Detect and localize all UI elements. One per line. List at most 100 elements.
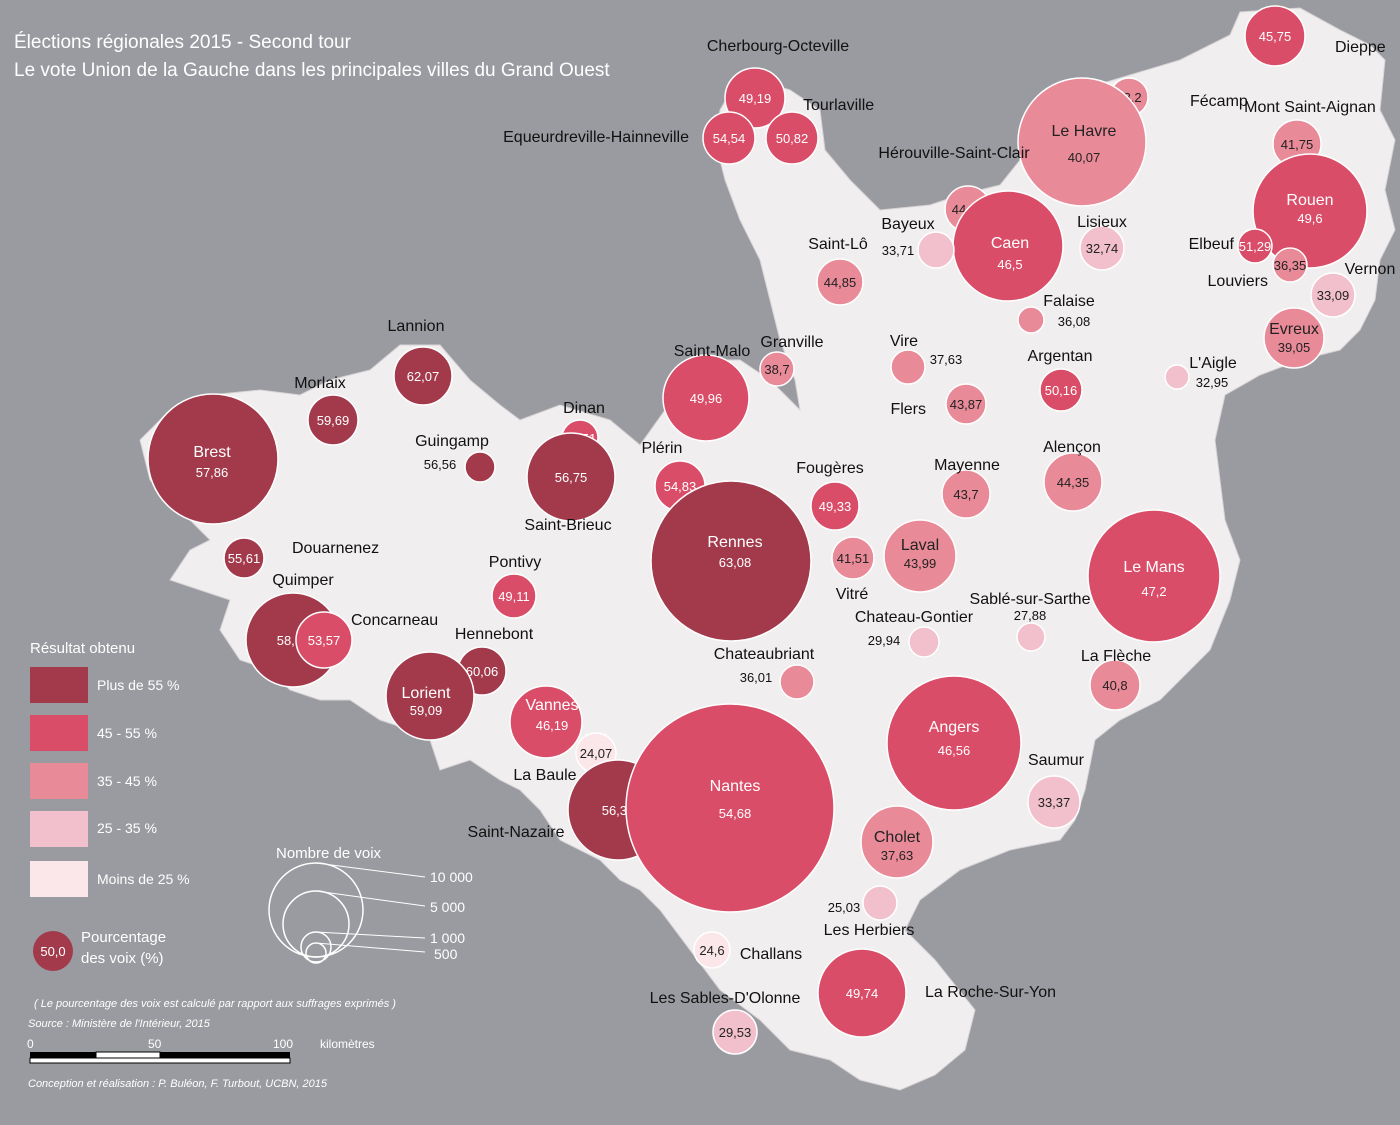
city-name: Flers	[890, 401, 926, 418]
city-marker: 38,7 Granville	[759, 334, 824, 387]
city-marker: Rouen 49,6	[1252, 153, 1368, 269]
city-name: Chateaubriant	[714, 646, 815, 663]
city-marker: 36,35 Louviers	[1208, 247, 1308, 290]
city-name: Falaise	[1043, 293, 1095, 310]
city-name: Le Havre	[1052, 123, 1117, 140]
city-name: Lannion	[388, 318, 445, 335]
city-name: Rennes	[707, 534, 762, 551]
city-circle	[1237, 228, 1273, 264]
city-value: 39,05	[1278, 340, 1311, 355]
city-value: 32,74	[1086, 241, 1119, 256]
note-text: ( Le pourcentage des voix est calculé pa…	[34, 998, 396, 1010]
city-marker: Laval 43,99	[883, 519, 957, 593]
city-value: 55,61	[228, 551, 261, 566]
city-circle	[862, 885, 898, 921]
city-name: Sablé-sur-Sarthe	[970, 591, 1091, 608]
city-value: 53,57	[308, 633, 341, 648]
city-value: 37,63	[881, 848, 914, 863]
city-circle	[526, 432, 616, 522]
city-circle	[702, 111, 756, 165]
city-circle	[890, 349, 926, 385]
city-circle	[712, 1009, 758, 1055]
city-name: Guingamp	[415, 433, 489, 450]
city-circle	[1263, 307, 1325, 369]
city-name: La Roche-Sur-Yon	[925, 984, 1056, 1001]
city-circle	[817, 948, 907, 1038]
city-name: La Flèche	[1081, 648, 1151, 665]
city-circle	[1272, 247, 1308, 283]
city-circle	[945, 383, 987, 425]
city-name: Les Herbiers	[824, 922, 915, 939]
city-marker: Evreux 39,05	[1263, 307, 1325, 369]
city-value: 29,94	[868, 633, 901, 648]
size-leader-500	[315, 942, 426, 953]
city-marker: 36,01 Chateaubriant	[714, 646, 815, 700]
legend-label-35-45: 35 - 45 %	[97, 773, 157, 789]
city-value: 62,07	[407, 369, 440, 384]
size-label-5000: 5 000	[430, 899, 466, 915]
legend-sample-label-2: des voix (%)	[81, 950, 164, 967]
city-value: 33,09	[1317, 288, 1350, 303]
city-marker: Caen 46,5	[952, 190, 1064, 302]
city-circle	[625, 703, 835, 913]
city-marker: Rennes 63,08	[650, 480, 812, 642]
city-name: Lisieux	[1077, 214, 1127, 231]
city-value: 43,7	[953, 487, 978, 502]
city-circle	[886, 675, 1022, 811]
city-marker: 32,74 Lisieux	[1077, 214, 1127, 271]
city-circle	[1017, 306, 1045, 334]
city-value: 50,16	[1045, 383, 1078, 398]
city-name: Elbeuf	[1189, 236, 1235, 253]
city-name: Quimper	[272, 572, 334, 589]
city-value: 24,6	[699, 943, 724, 958]
city-value: 49,96	[690, 391, 723, 406]
city-marker: 43,87 Flers	[890, 383, 987, 425]
city-marker: 36,08 Falaise	[1017, 293, 1095, 334]
size-leader-1000	[315, 931, 426, 939]
city-marker: 55,61 Douarnenez	[223, 537, 379, 579]
city-name: Hennebont	[455, 626, 534, 643]
city-name: Vannes	[525, 697, 578, 714]
city-circle	[662, 354, 750, 442]
city-value: 41,51	[837, 551, 870, 566]
city-value: 44,85	[824, 275, 857, 290]
city-marker: 53,57 Concarneau	[295, 611, 438, 669]
city-marker: Le Mans 47,2	[1087, 509, 1221, 643]
city-circle	[1079, 225, 1125, 271]
title-line1: Élections régionales 2015 - Second tour	[14, 32, 351, 53]
city-marker: 49,19 Cherbourg-Octeville	[707, 38, 849, 129]
city-name: Rouen	[1286, 192, 1333, 209]
size-label-1000: 1 000	[430, 930, 466, 946]
city-circle	[883, 519, 957, 593]
city-marker: 33,37 Saumur	[1027, 752, 1085, 829]
city-name: Equeurdreville-Hainneville	[503, 129, 689, 146]
city-marker: 29,94 Chateau-Gontier	[855, 609, 974, 658]
city-marker: Nantes 54,68	[625, 703, 835, 913]
legend-sample-circle	[33, 931, 73, 971]
city-name: Louviers	[1208, 273, 1268, 290]
scale-tick-100: 100	[273, 1037, 294, 1051]
city-value: 46,19	[536, 718, 569, 733]
city-marker: 56,56 Guingamp	[415, 433, 496, 483]
city-circle	[1043, 452, 1103, 512]
city-value: 29,53	[719, 1025, 752, 1040]
city-value: 33,37	[1038, 795, 1071, 810]
city-name: Laval	[901, 537, 939, 554]
city-name: Cherbourg-Octeville	[707, 38, 849, 55]
legend-label-under25: Moins de 25 %	[97, 871, 190, 887]
city-circle	[650, 480, 812, 642]
city-circle	[759, 351, 795, 387]
size-legend-circles	[268, 862, 426, 964]
city-name: Hérouville-Saint-Clair	[878, 145, 1030, 162]
city-circle	[724, 67, 786, 129]
city-name: Granville	[760, 334, 823, 351]
legend-swatch	[30, 667, 88, 703]
city-name: Brest	[193, 444, 231, 461]
city-name: Fécamp	[1190, 93, 1248, 110]
city-name: Douarnenez	[292, 540, 379, 557]
city-name: Saumur	[1028, 752, 1085, 769]
city-circle	[307, 394, 359, 446]
city-value: 41,75	[1281, 137, 1314, 152]
city-name: Vitré	[836, 586, 869, 603]
city-marker: 56,75 Saint-Brieuc	[524, 432, 616, 534]
